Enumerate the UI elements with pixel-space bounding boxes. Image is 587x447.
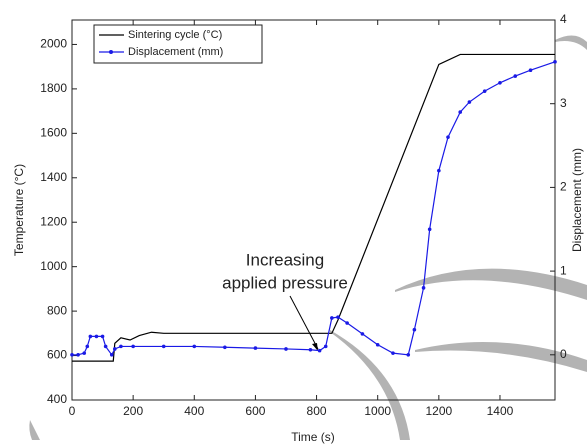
data-point	[446, 135, 450, 139]
legend-label: Displacement (mm)	[128, 46, 223, 58]
y-tick-label: 800	[47, 303, 67, 317]
legend-label: Sintering cycle (°C)	[128, 29, 222, 41]
x-tick-label: 200	[123, 404, 143, 418]
x-tick-label: 800	[307, 404, 327, 418]
annotation-arrowhead	[312, 343, 318, 351]
data-point	[70, 353, 74, 357]
series-line	[72, 53, 555, 362]
data-point	[119, 344, 123, 349]
y2-tick-label: 3	[560, 96, 567, 110]
x-tick-label: 0	[69, 404, 76, 418]
data-point	[112, 347, 117, 351]
data-point	[284, 347, 288, 351]
y2-tick-label: 0	[560, 347, 567, 361]
y2-tick-label: 1	[560, 263, 567, 277]
y-tick-label: 1000	[40, 259, 67, 273]
data-point	[482, 89, 487, 93]
series-line	[72, 61, 556, 356]
data-point	[317, 348, 322, 353]
y-tick-label: 1600	[40, 126, 67, 140]
y-axis-label: Temperature (°C)	[12, 164, 26, 256]
legend-box	[93, 24, 263, 64]
data-point	[391, 351, 395, 355]
data-point	[375, 342, 380, 347]
data-point	[103, 344, 108, 349]
annotation: Increasing	[246, 250, 324, 269]
data-point	[528, 68, 533, 73]
data-point	[253, 346, 258, 350]
data-point	[336, 315, 340, 319]
data-point	[109, 353, 114, 357]
data-point	[82, 351, 87, 355]
x-tick-label: 400	[184, 404, 204, 418]
data-point	[458, 110, 463, 114]
data-point	[85, 344, 90, 349]
data-point	[76, 353, 80, 357]
y2-axis-label: Displacement (mm)	[570, 148, 584, 252]
y-tick-label: 1200	[40, 214, 67, 228]
legend-marker	[109, 50, 113, 54]
data-point	[467, 100, 472, 104]
data-point	[100, 334, 105, 339]
data-point	[88, 334, 93, 339]
x-tick-label: 1400	[487, 404, 514, 418]
x-tick-label: 1000	[364, 404, 391, 418]
y2-tick-label: 4	[560, 12, 567, 26]
data-point	[553, 60, 557, 64]
y-tick-label: 600	[47, 348, 67, 362]
annotation-arrow	[289, 295, 319, 350]
data-point	[330, 316, 334, 320]
annotation: applied pressure	[222, 273, 348, 292]
data-point	[513, 74, 518, 78]
x-axis-label: Time (s)	[291, 430, 335, 444]
data-point	[406, 353, 411, 357]
decoration	[29, 35, 587, 440]
plot-frame	[71, 19, 556, 401]
data-point	[437, 168, 441, 173]
x-tick-label: 600	[245, 404, 265, 418]
y-tick-label: 1800	[40, 81, 67, 95]
data-point	[412, 327, 417, 332]
y-tick-label: 2000	[40, 37, 67, 51]
y-tick-label: 400	[47, 392, 67, 406]
data-point	[192, 344, 197, 349]
data-point	[94, 334, 99, 339]
data-point	[421, 286, 426, 290]
y-tick-label: 1400	[40, 170, 67, 184]
x-tick-label: 1200	[425, 404, 452, 418]
data-point	[308, 347, 313, 352]
data-point	[360, 332, 365, 336]
data-point	[161, 344, 166, 349]
data-point	[323, 344, 328, 349]
y2-tick-label: 2	[560, 180, 567, 194]
data-point	[131, 344, 135, 349]
data-point	[345, 321, 349, 325]
data-point	[223, 345, 227, 350]
data-point	[498, 80, 502, 85]
data-point	[427, 227, 432, 232]
